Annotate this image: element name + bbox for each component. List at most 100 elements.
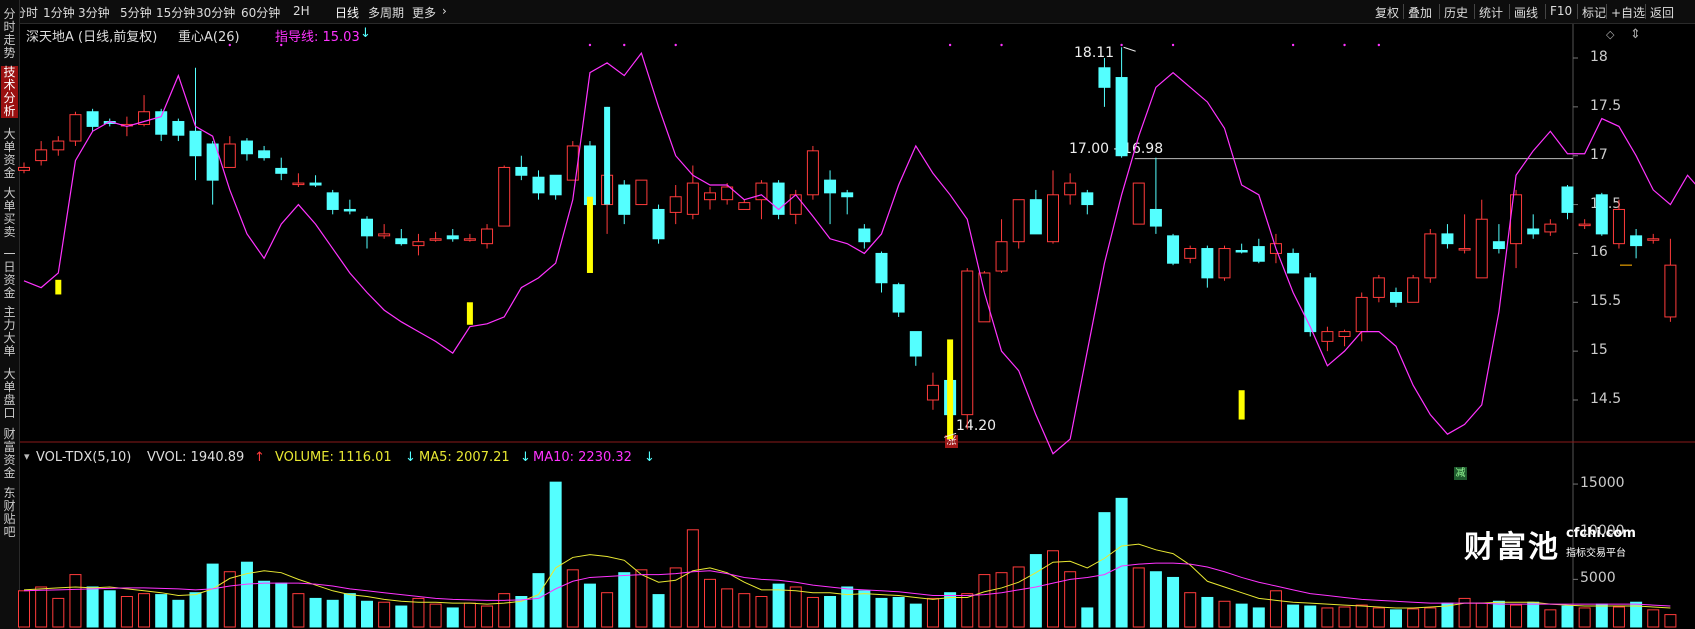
- volume-bar: [1047, 550, 1059, 628]
- volume-bar: [18, 590, 30, 628]
- candle-body: [1287, 252, 1300, 274]
- candle-body: [326, 192, 339, 210]
- candle-body: [223, 143, 236, 168]
- volume-bar: [1167, 576, 1180, 628]
- sidebar-item[interactable]: 大单资金: [3, 127, 16, 180]
- volume-bar: [909, 603, 922, 628]
- toolbar-button[interactable]: 叠加: [1408, 6, 1433, 20]
- period-tab[interactable]: 多周期: [368, 6, 405, 20]
- sidebar-item[interactable]: 主力大单: [3, 305, 16, 358]
- period-tab[interactable]: 分时: [14, 6, 39, 20]
- period-tab[interactable]: 日线: [335, 6, 360, 20]
- watermark-url: cfchi.com: [1566, 526, 1636, 541]
- period-tab[interactable]: 30分钟: [196, 6, 236, 20]
- candle-body: [1252, 246, 1265, 262]
- sidebar-item[interactable]: 财富资金: [3, 427, 16, 480]
- volume-bar: [1115, 497, 1128, 628]
- expand-icon[interactable]: ⇕: [1630, 27, 1641, 42]
- volume-bar: [326, 599, 339, 628]
- candle-body: [532, 176, 545, 194]
- volume-bar: [1029, 554, 1042, 628]
- toolbar-separator: [1474, 4, 1475, 19]
- candle-body: [1527, 228, 1540, 235]
- indicator-name: 重心A(26): [178, 30, 240, 45]
- volume-bar: [1149, 571, 1162, 628]
- volume-indicator-name: VOL-TDX(5,10): [36, 450, 132, 465]
- more-chevron-icon[interactable]: ›: [442, 4, 447, 18]
- volume-bar: [446, 607, 459, 628]
- period-tab[interactable]: 60分钟: [241, 6, 281, 20]
- signal-marker: [55, 279, 62, 295]
- sidebar-item[interactable]: 分时走势: [3, 7, 16, 60]
- candle-body: [1235, 249, 1248, 253]
- candle-body: [721, 186, 734, 201]
- toolbar-button[interactable]: 标记: [1582, 6, 1607, 20]
- toolbar-separator: [1577, 4, 1578, 19]
- candle-body: [1304, 277, 1317, 333]
- toolbar-button[interactable]: 历史: [1444, 6, 1469, 20]
- sidebar-item[interactable]: 大单买卖: [3, 186, 16, 239]
- volume-bar: [858, 590, 871, 628]
- candle-body: [18, 166, 30, 171]
- sidebar-item[interactable]: 东财贴吧: [3, 486, 16, 539]
- toolbar-button[interactable]: 统计: [1479, 6, 1504, 20]
- volume-bar: [498, 593, 511, 628]
- period-tab[interactable]: 更多: [412, 6, 437, 20]
- period-tab[interactable]: 5分钟: [120, 6, 152, 20]
- volume-bar: [361, 600, 373, 628]
- candle-body: [1081, 192, 1094, 206]
- volume-bar: [1201, 596, 1214, 628]
- period-tab[interactable]: 2H: [293, 4, 310, 18]
- toolbar-button[interactable]: +自选: [1611, 6, 1646, 20]
- candle-body: [1029, 199, 1042, 235]
- candle-body: [1424, 233, 1437, 279]
- toolbar-button[interactable]: 返回: [1650, 6, 1675, 20]
- volume-bar: [1492, 600, 1505, 628]
- volume-bar: [206, 563, 219, 628]
- sidebar-item[interactable]: 一日资金: [3, 247, 16, 300]
- period-toolbar: 分时 1分钟 3分钟 5分钟 15分钟 30分钟 60分钟 2H 日线 多周期 更多 › 复权 叠加 历史…: [0, 0, 1695, 24]
- price-axis-tick: 17: [1590, 146, 1608, 163]
- volume-bar: [1235, 603, 1248, 628]
- toolbar-separator: [1439, 4, 1440, 19]
- sidebar-item[interactable]: 大单盘口: [3, 367, 16, 420]
- toolbar-separator: [1545, 4, 1546, 19]
- volume-arrow-icon: ↓: [405, 450, 416, 465]
- period-tab[interactable]: 15分钟: [156, 6, 196, 20]
- volume-bar: [738, 593, 751, 628]
- volume-bar: [1612, 606, 1625, 628]
- candle-body: [52, 140, 65, 151]
- volume-bar: [1321, 607, 1334, 628]
- toolbar-button[interactable]: 画线: [1514, 6, 1539, 20]
- volume-bar: [1424, 607, 1437, 628]
- diamond-icon[interactable]: ◇: [1606, 28, 1615, 41]
- volume-bar: [395, 605, 408, 628]
- top-dot: [228, 43, 231, 47]
- volume-bar: [52, 597, 65, 628]
- volume-collapse-icon[interactable]: ▾: [24, 450, 30, 463]
- candle-body: [738, 202, 751, 210]
- top-dot: [674, 43, 677, 47]
- toolbar-button[interactable]: 复权: [1375, 6, 1400, 20]
- volume-value: VOLUME: 1116.01: [275, 450, 392, 465]
- sidebar-item[interactable]: 技术分析: [1, 66, 18, 118]
- candle-body: [1475, 218, 1488, 279]
- jian-badge: 减: [1454, 467, 1467, 480]
- volume-bar: [978, 574, 991, 628]
- volume-bar: [995, 572, 1008, 628]
- period-tab[interactable]: 1分钟: [43, 6, 75, 20]
- toolbar-button[interactable]: F10: [1550, 4, 1573, 18]
- price-axis-tick: 15.5: [1590, 293, 1622, 310]
- left-sidebar: 分时走势技术分析大单资金大单买卖一日资金主力大单大单盘口财富资金东财贴吧: [0, 0, 20, 629]
- candle-body: [961, 270, 974, 416]
- volume-bar: [1184, 592, 1197, 628]
- candle-body: [1201, 248, 1214, 279]
- volume-bar: [583, 583, 596, 628]
- volume-bar: [1287, 604, 1300, 628]
- volume-bar: [189, 592, 202, 628]
- candle-body: [1338, 331, 1351, 337]
- period-tab[interactable]: 3分钟: [78, 6, 110, 20]
- candle-body: [155, 111, 168, 135]
- volume-bar: [429, 603, 442, 628]
